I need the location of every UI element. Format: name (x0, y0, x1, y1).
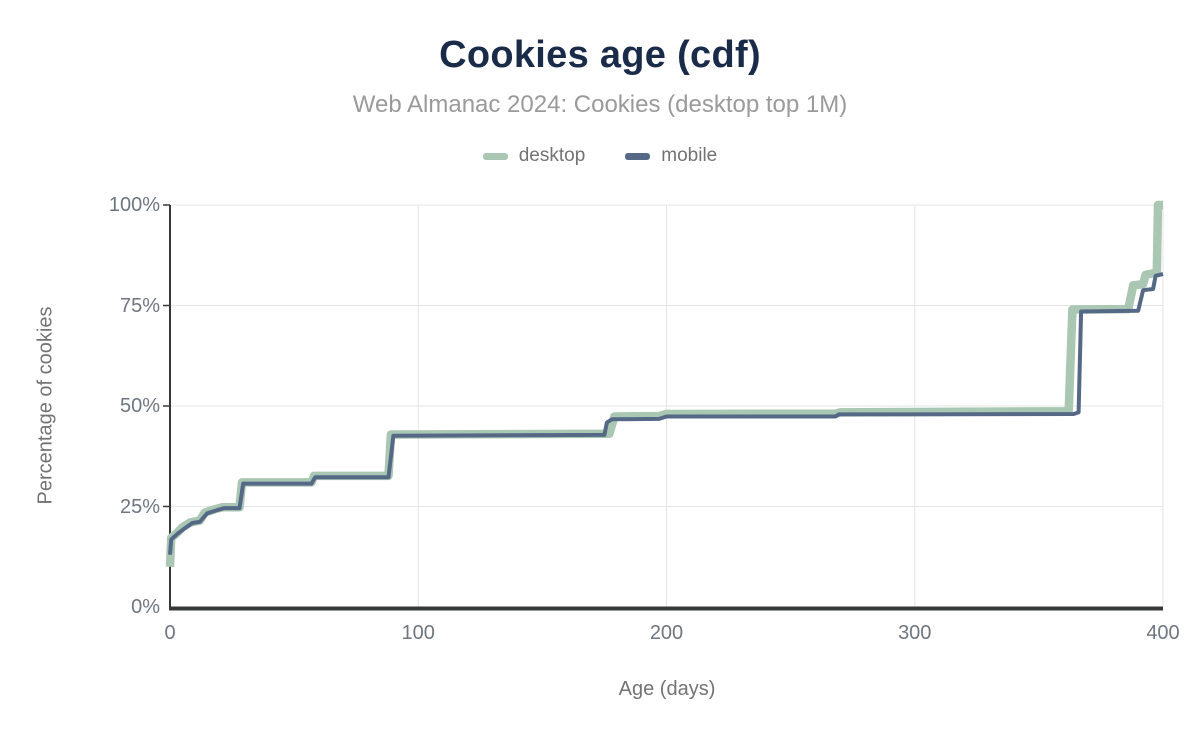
y-tick-label: 0% (131, 596, 160, 618)
x-tick-label: 100 (401, 622, 435, 644)
x-tick-label: 0 (164, 622, 176, 644)
y-axis-title: Percentage of cookies (34, 306, 57, 505)
legend-label: mobile (661, 145, 718, 166)
legend: desktop mobile (0, 145, 1200, 167)
y-tick-label: 50% (119, 395, 160, 417)
x-tick-label: 300 (898, 622, 932, 644)
chart-title: Cookies age (cdf) (439, 34, 761, 76)
series-line-mobile (168, 272, 1164, 555)
legend-item-mobile[interactable]: mobile (625, 145, 717, 167)
legend-swatch-desktop (482, 152, 508, 160)
x-tick-label: 200 (649, 622, 684, 644)
x-tick-label: 400 (1146, 622, 1180, 644)
legend-swatch-mobile (625, 152, 651, 160)
y-tick-label: 100% (108, 194, 160, 216)
x-axis-title: Age (days) (618, 678, 716, 700)
chart-subtitle: Web Almanac 2024: Cookies (desktop top 1… (352, 91, 848, 118)
legend-label: desktop (518, 145, 586, 166)
legend-item-desktop[interactable]: desktop (482, 145, 586, 167)
y-tick-label: 25% (119, 495, 160, 518)
y-tick-label: 75% (119, 294, 160, 317)
